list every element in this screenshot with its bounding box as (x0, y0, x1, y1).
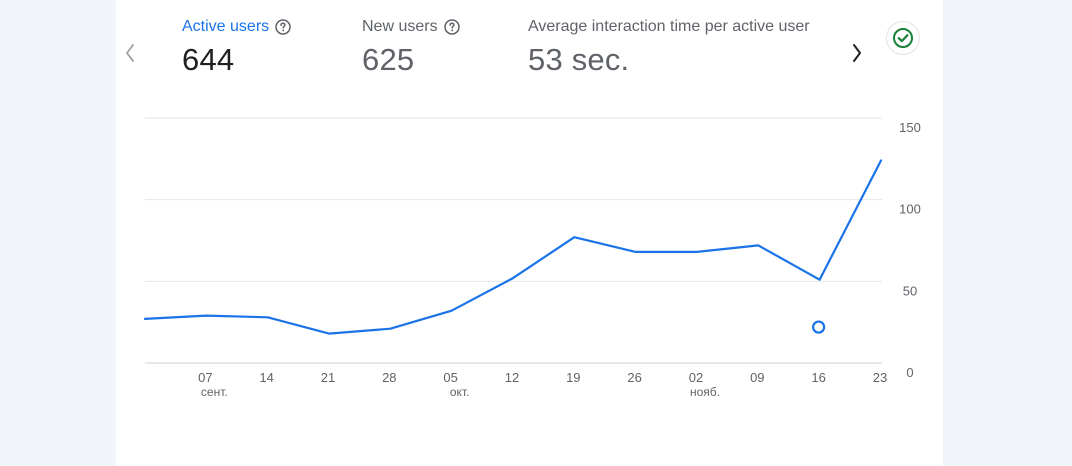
x-tick-label: 12 (505, 370, 519, 385)
chevron-left-icon[interactable] (122, 42, 138, 64)
metric-value: 644 (182, 42, 235, 77)
metric-label: Active users (182, 18, 270, 35)
x-tick-label: 21 (321, 370, 335, 385)
report-card (116, 0, 943, 466)
x-tick-label: 28 (382, 370, 396, 385)
x-tick-label: 14 (259, 370, 273, 385)
y-tick-label: 150 (899, 120, 921, 135)
series-line (143, 159, 883, 335)
x-tick-label: 16 (811, 370, 825, 385)
y-tick-label: 100 (899, 202, 921, 217)
x-tick-label: 19 (566, 370, 580, 385)
metric-label: Average interaction time per active user (528, 18, 810, 35)
x-tick-month-label: сент. (201, 385, 228, 399)
help-circle-icon[interactable] (443, 19, 460, 35)
x-tick-label: 05 (443, 370, 457, 385)
x-tick-month-label: нояб. (690, 385, 720, 399)
metric-label: New users (362, 18, 438, 35)
metric-value: 625 (362, 42, 415, 77)
chevron-right-icon[interactable] (849, 42, 865, 64)
check-circle-icon (893, 28, 913, 48)
status-badge[interactable] (887, 22, 919, 54)
metric-value: 53 sec. (528, 42, 630, 77)
x-tick-month-label: окт. (450, 385, 470, 399)
x-tick-label: 23 (873, 370, 887, 385)
x-tick-label: 09 (750, 370, 764, 385)
data-marker (812, 320, 826, 334)
x-tick-label: 07 (198, 370, 212, 385)
y-tick-label: 0 (906, 365, 913, 380)
x-tick-label: 26 (627, 370, 641, 385)
x-tick-label: 02 (689, 370, 703, 385)
y-tick-label: 50 (903, 283, 917, 298)
help-circle-icon[interactable] (275, 19, 291, 35)
